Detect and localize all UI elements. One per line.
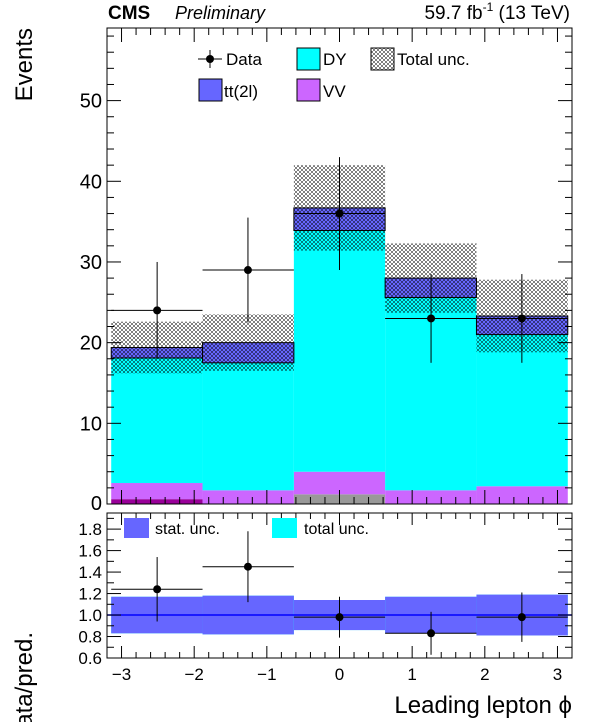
x-tick-label: 3 xyxy=(553,665,562,684)
data-point-5 xyxy=(517,314,526,323)
upper-ytick-label: 20 xyxy=(80,333,102,355)
data-point-4 xyxy=(427,314,436,323)
x-tick-label: 2 xyxy=(480,665,489,684)
x-tick-label: −3 xyxy=(112,665,131,684)
lumi-tail: (13 TeV) xyxy=(493,3,570,24)
x-tick-label: −2 xyxy=(184,665,203,684)
x-axis-label: Leading lepton ϕ xyxy=(394,692,572,719)
legend-dy-label: DY xyxy=(323,50,347,69)
bar-vv-bin-3 xyxy=(293,471,386,495)
bar-dy-bin-3 xyxy=(293,230,386,472)
lumi-exponent: -1 xyxy=(483,0,494,14)
bar-vv-bin-4 xyxy=(385,490,477,504)
legend-ttbar-label: tt(2l) xyxy=(224,82,258,101)
lumi-label: 59.7 fb-1 (13 TeV) xyxy=(424,0,570,24)
upper-content xyxy=(110,157,569,504)
upper-axes: 10 20 30 40 50 0 xyxy=(80,28,573,515)
experiment-label: CMS xyxy=(108,3,150,24)
legend-vv: VV xyxy=(296,78,346,102)
ratio-point-3 xyxy=(335,613,344,622)
legend-data: Data xyxy=(198,50,262,69)
ratio-point-5 xyxy=(517,613,526,622)
legend-total-unc: Total unc. xyxy=(370,47,470,71)
lower-ytick-label: 0.6 xyxy=(78,649,102,668)
legend-total-unc-lower-label: total unc. xyxy=(304,521,369,538)
lower-ytick-label: 1.8 xyxy=(78,520,102,539)
lower-y-label: Data/pred. xyxy=(11,632,38,722)
lower-content xyxy=(107,531,572,655)
data-point-1 xyxy=(153,306,162,315)
lower-ytick-label: 1.4 xyxy=(78,563,102,582)
data-point-3 xyxy=(335,209,344,218)
upper-y-label: Events xyxy=(11,28,38,101)
data-point-2 xyxy=(243,266,252,275)
legend-dy: DY xyxy=(296,47,347,71)
bar-dy-bin-1 xyxy=(111,357,203,484)
lower-panel: 0.6 0.8 1.0 1.2 1.4 1.6 1.8 −3 −2 −1 0 1 2 3 Data/pre… xyxy=(11,512,573,722)
legend-total-unc-label: Total unc. xyxy=(397,50,470,69)
bar-dy-bin-2 xyxy=(202,362,294,491)
legend-data-label: Data xyxy=(226,50,262,69)
lower-legend: stat. unc. total unc. xyxy=(124,518,369,538)
bar-vv-bin-2 xyxy=(202,490,294,504)
x-tick-label: 0 xyxy=(335,665,344,684)
bar-vv-bin-1 xyxy=(111,483,203,500)
upper-legend: Data DY Total unc. tt(2l) VV xyxy=(198,47,470,102)
legend-stat-unc-label: stat. unc. xyxy=(155,521,220,538)
ratio-point-2 xyxy=(243,562,252,571)
x-tick-label: −1 xyxy=(257,665,276,684)
lower-ytick-label: 1.0 xyxy=(78,606,102,625)
bar-vv-bin-5 xyxy=(476,486,568,504)
legend-ttbar: tt(2l) xyxy=(198,78,258,102)
lower-ytick-label: 1.2 xyxy=(78,585,102,604)
upper-ytick-label-zero: 0 xyxy=(91,493,102,515)
lumi-base: 59.7 fb xyxy=(424,3,482,24)
upper-ytick-label: 30 xyxy=(80,252,102,274)
ratio-point-4 xyxy=(427,629,436,638)
upper-ytick-label: 40 xyxy=(80,171,102,193)
upper-ytick-label: 50 xyxy=(80,91,102,113)
upper-ytick-label: 10 xyxy=(80,413,102,435)
status-label: Preliminary xyxy=(175,3,266,23)
unc-band-bin-2 xyxy=(202,314,294,371)
lower-ytick-label: 0.8 xyxy=(78,628,102,647)
x-tick-label: 1 xyxy=(407,665,416,684)
ratio-point-1 xyxy=(153,585,162,594)
lower-ytick-label: 1.6 xyxy=(78,542,102,561)
bar-other1-bin-1 xyxy=(111,499,203,504)
lower-axes: 0.6 0.8 1.0 1.2 1.4 1.6 1.8 −3 −2 −1 0 1 2 3 xyxy=(78,513,573,684)
upper-panel: 10 20 30 40 50 0 Events Data DY Total unc. tt… xyxy=(11,27,573,515)
legend-vv-label: VV xyxy=(323,82,346,101)
